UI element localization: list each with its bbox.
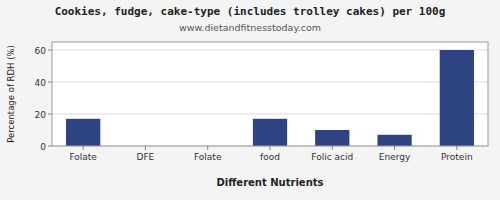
x-tick [145,146,146,150]
x-tick [83,146,84,150]
x-tick-label: Energy [379,152,411,162]
plot-background [52,42,488,146]
y-tick-label: 20 [35,110,47,120]
y-tick [48,114,52,115]
x-tick-label: Folic acid [311,152,353,162]
title: Cookies, fudge, cake-type (includes trol… [55,5,446,18]
x-tick [270,146,271,150]
x-tick [332,146,333,150]
chart-svg: Cookies, fudge, cake-type (includes trol… [0,0,500,200]
y-tick-label: 40 [35,78,47,88]
y-tick [48,82,52,83]
x-tick-label: Protein [441,152,473,162]
x-axis: Folate DFE Folate food Folic acid Energy Prote… [69,146,472,162]
y-tick-label: 60 [35,46,47,56]
bar [315,130,349,146]
x-tick-label: Folate [69,152,97,162]
x-tick [394,146,395,150]
x-tick-label: food [260,152,280,162]
bar [377,135,411,146]
x-axis-label: Different Nutrients [217,177,324,188]
x-tick-label: DFE [137,152,155,162]
grid-line [52,82,488,83]
x-tick-label: Folate [194,152,222,162]
subtitle: www.dietandfitnesstoday.com [179,22,321,33]
x-tick [456,146,457,150]
grid-line [52,50,488,51]
grid-line [52,114,488,115]
bar [66,119,100,146]
bar [440,50,474,146]
y-axis: 0 20 40 60 [35,46,488,152]
y-tick-label: 0 [40,142,46,152]
y-axis-label: Percentage of RDH (%) [6,45,16,143]
bars [66,50,474,146]
x-tick [207,146,208,150]
y-tick [48,50,52,51]
chart-container: Cookies, fudge, cake-type (includes trol… [0,0,500,200]
plot-frame [52,42,488,146]
y-tick [48,146,52,147]
bar [253,119,287,146]
